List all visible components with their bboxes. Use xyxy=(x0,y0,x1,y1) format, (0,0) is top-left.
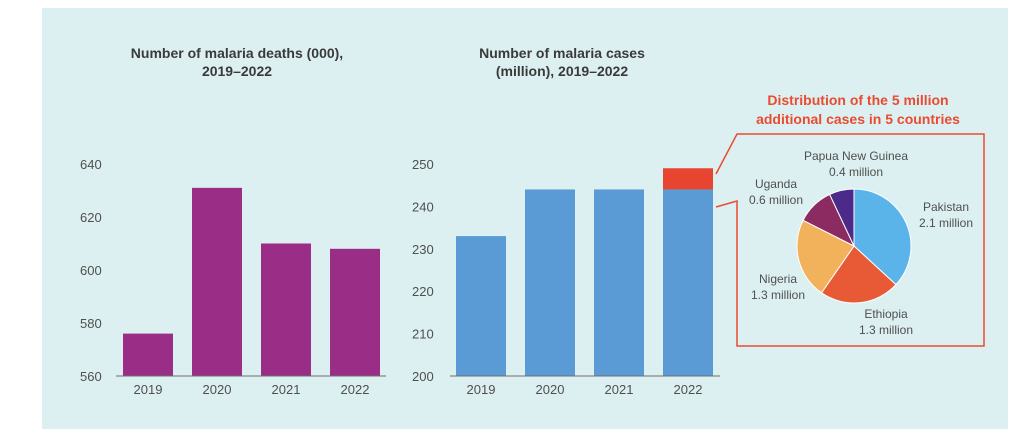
pie-value-uganda: 0.6 million xyxy=(749,193,803,207)
cases-bar-2020 xyxy=(525,189,575,376)
cases-x-label: 2020 xyxy=(536,382,565,397)
deaths-y-tick: 620 xyxy=(80,210,102,225)
cases-bar-2022 xyxy=(663,189,713,376)
deaths-chart-title-line-1: Number of malaria deaths (000), xyxy=(131,45,343,61)
deaths-y-tick: 560 xyxy=(80,369,102,384)
cases-bar-2021 xyxy=(594,189,644,376)
deaths-bar-2019 xyxy=(123,333,173,376)
deaths-x-label: 2021 xyxy=(272,382,301,397)
pie-value-ethiopia: 1.3 million xyxy=(859,323,913,337)
cases-chart: Number of malaria cases (million), 2019–… xyxy=(412,45,720,397)
pie-label-ethiopia: Ethiopia xyxy=(864,307,908,321)
pie-slice-pakistan xyxy=(853,188,912,286)
deaths-y-tick: 600 xyxy=(80,263,102,278)
cases-y-tick: 210 xyxy=(412,327,434,342)
pie-value-papua-new-guinea: 0.4 million xyxy=(829,165,883,179)
additional-cases-bar-2022 xyxy=(663,168,713,190)
distribution-callout: Distribution of the 5 million additional… xyxy=(715,92,985,347)
cases-chart-title-line-1: Number of malaria cases xyxy=(479,45,645,61)
callout-title-line-1: Distribution of the 5 million xyxy=(767,92,948,108)
callout-connector-box xyxy=(715,133,985,347)
deaths-x-label: 2022 xyxy=(341,382,370,397)
cases-x-label: 2021 xyxy=(605,382,634,397)
cases-bar-2019 xyxy=(456,236,506,376)
deaths-bar-2022 xyxy=(330,248,380,376)
deaths-x-label: 2019 xyxy=(134,382,163,397)
cases-y-tick: 220 xyxy=(412,284,434,299)
deaths-chart: Number of malaria deaths (000), 2019–202… xyxy=(80,45,386,397)
cases-chart-title-line-2: (million), 2019–2022 xyxy=(496,63,629,79)
pie-value-pakistan: 2.1 million xyxy=(919,216,973,230)
cases-y-tick: 250 xyxy=(412,157,434,172)
deaths-bar-2020 xyxy=(192,187,242,376)
deaths-bar-2021 xyxy=(261,243,311,376)
cases-x-label: 2022 xyxy=(674,382,703,397)
pie-value-nigeria: 1.3 million xyxy=(751,288,805,302)
pie-slice-papua-new-guinea xyxy=(829,188,855,247)
callout-title-line-2: additional cases in 5 countries xyxy=(756,111,960,127)
pie-slice-nigeria xyxy=(796,219,855,294)
pie-label-pakistan: Pakistan xyxy=(923,200,969,214)
deaths-y-tick: 640 xyxy=(80,157,102,172)
pie-label-nigeria: Nigeria xyxy=(759,272,797,286)
pie-label-uganda: Uganda xyxy=(755,177,797,191)
cases-y-tick: 230 xyxy=(412,242,434,257)
deaths-y-tick: 580 xyxy=(80,316,102,331)
cases-y-tick: 200 xyxy=(412,369,434,384)
chart-panel: Number of malaria deaths (000), 2019–202… xyxy=(42,8,1008,429)
deaths-chart-title-line-2: 2019–2022 xyxy=(202,63,272,79)
chart-canvas: Number of malaria deaths (000), 2019–202… xyxy=(42,8,1008,429)
cases-x-label: 2019 xyxy=(467,382,496,397)
pie-slice-ethiopia xyxy=(820,245,897,304)
cases-y-tick: 240 xyxy=(412,199,434,214)
pie-label-papua-new-guinea: Papua New Guinea xyxy=(804,149,908,163)
deaths-x-label: 2020 xyxy=(203,382,232,397)
